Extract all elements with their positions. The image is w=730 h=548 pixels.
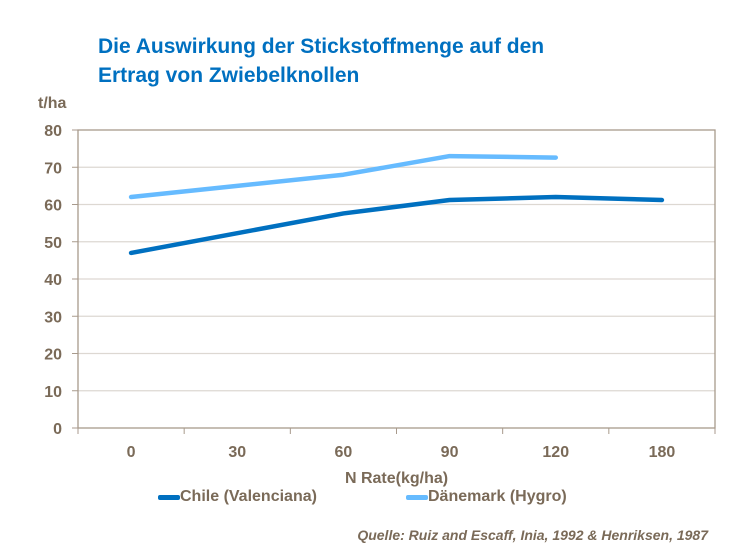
legend-label-daenemark: Dänemark (Hygro) <box>428 488 567 505</box>
x-tick-label: 120 <box>542 444 569 461</box>
y-tick-label: 80 <box>44 123 62 140</box>
y-tick-label: 0 <box>53 421 62 438</box>
y-tick-label: 50 <box>44 235 62 252</box>
y-tick-label: 20 <box>44 347 62 364</box>
source-note: Quelle: Ruiz and Escaff, Inia, 1992 & He… <box>357 527 708 543</box>
legend-swatch-chile <box>158 494 180 500</box>
y-tick-label: 60 <box>44 198 62 215</box>
x-tick-label: 90 <box>441 444 459 461</box>
legend-item-chile: Chile (Valenciana) <box>158 488 317 506</box>
y-tick-label: 70 <box>44 160 62 177</box>
legend-item-daenemark: Dänemark (Hygro) <box>406 488 567 506</box>
x-tick-label: 30 <box>228 444 246 461</box>
legend-label-chile: Chile (Valenciana) <box>180 488 317 505</box>
y-axis-label: t/ha <box>38 95 67 112</box>
legend-swatch-daenemark <box>406 494 428 500</box>
x-tick-label: 180 <box>649 444 676 461</box>
chart-title-line-1: Die Auswirkung der Stickstoffmenge auf d… <box>98 35 545 58</box>
chart-title-line-2: Ertrag von Zwiebelknollen <box>98 64 360 87</box>
series-line-0 <box>128 194 665 256</box>
y-tick-label: 30 <box>44 309 62 326</box>
y-tick-label: 40 <box>44 272 62 289</box>
x-tick-label: 60 <box>335 444 353 461</box>
series-line-1 <box>128 153 558 200</box>
x-tick-label: 0 <box>127 444 136 461</box>
x-axis-label: N Rate(kg/ha) <box>345 470 448 487</box>
chart-title: Die Auswirkung der Stickstoffmenge auf d… <box>98 32 544 90</box>
y-tick-label: 10 <box>44 384 62 401</box>
